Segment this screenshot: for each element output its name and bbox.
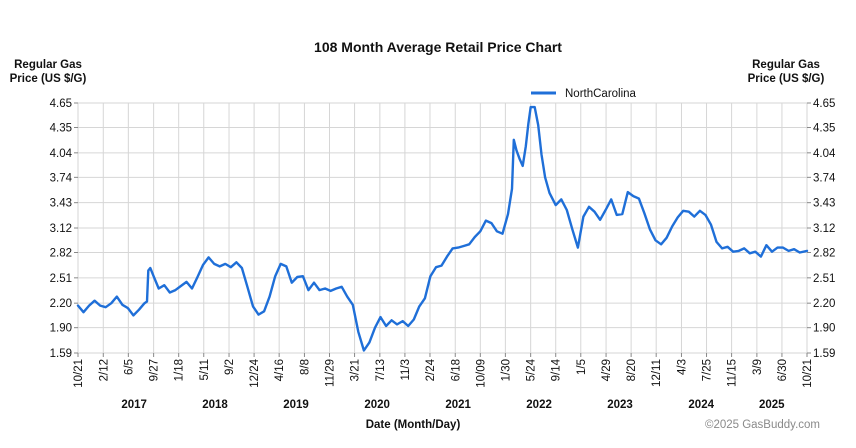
x-tick-label: 9/14 — [551, 358, 563, 381]
y-tick-label-left: 2.82 — [50, 248, 72, 260]
y-ticks-left: 1.59 1.90 2.20 2.51 2.82 3.12 3.43 3.74 4.04 4.35… — [50, 98, 78, 360]
x-tick-label: 10/09 — [475, 359, 487, 388]
x-tick-label: 4/16 — [274, 359, 286, 381]
x-tick-label: 3/9 — [752, 359, 764, 375]
x-tick-label: 10/21 — [73, 359, 85, 388]
chart-title: 108 Month Average Retail Price Chart — [314, 39, 562, 55]
gridlines — [77, 102, 808, 354]
x-tick-label: 6/30 — [777, 359, 789, 381]
year-label: 2019 — [283, 399, 309, 411]
x-tick-label: 3/21 — [350, 359, 362, 381]
y-tick-label-left: 1.59 — [50, 348, 72, 360]
x-axis-label: Date (Month/Day) — [366, 419, 461, 431]
x-ticks: 10/21 2/12 6/5 9/27 1/18 5/11 9/2 12/24 4/16 8/8 1… — [73, 353, 814, 388]
x-tick-label: 7/25 — [702, 359, 714, 381]
plot-area — [76, 102, 809, 354]
x-tick-label: 4/3 — [676, 359, 688, 375]
x-tick-label: 6/5 — [123, 359, 135, 375]
y-tick-label-left: 4.35 — [50, 123, 72, 135]
y-tick-label-right: 4.65 — [813, 98, 835, 110]
y-tick-label-right: 3.12 — [813, 223, 835, 235]
y-axis-label-right: Regular Gas Price (US $/G) — [748, 59, 825, 85]
x-tick-label: 9/2 — [224, 359, 236, 375]
year-label: 2017 — [121, 399, 147, 411]
y-tick-label-left: 3.12 — [50, 223, 72, 235]
x-tick-label: 10/21 — [802, 359, 814, 388]
x-tick-label: 5/11 — [199, 359, 211, 381]
y-tick-label-right: 1.59 — [813, 348, 835, 360]
y-tick-label-right: 4.04 — [813, 148, 836, 160]
x-tick-label: 7/13 — [375, 359, 387, 381]
year-label: 2022 — [526, 399, 552, 411]
y-tick-label-right: 3.43 — [813, 198, 835, 210]
x-tick-label: 11/3 — [400, 359, 412, 381]
y-axis-label-left: Regular Gas Price (US $/G) — [10, 59, 87, 85]
y-tick-label-right: 4.35 — [813, 123, 835, 135]
x-tick-label: 1/18 — [174, 359, 186, 381]
legend: NorthCarolina — [531, 88, 637, 100]
x-tick-label: 11/15 — [727, 359, 739, 387]
year-label: 2024 — [688, 399, 714, 411]
y-ticks-right: 1.59 1.90 2.20 2.51 2.82 3.12 3.43 3.74 4.04 4.35… — [807, 98, 836, 360]
y-tick-label-right: 2.51 — [813, 273, 835, 285]
series-line-northcarolina — [76, 105, 809, 352]
y-tick-label-right: 2.20 — [813, 298, 835, 310]
x-tick-label: 4/29 — [601, 359, 613, 381]
copyright: ©2025 GasBuddy.com — [705, 419, 820, 431]
x-tick-label: 6/18 — [450, 359, 462, 381]
year-label: 2021 — [445, 399, 471, 411]
y-tick-label-left: 2.20 — [50, 298, 72, 310]
x-tick-label: 9/27 — [149, 359, 161, 381]
x-tick-label: 11/29 — [325, 359, 337, 387]
x-tick-label: 2/12 — [98, 359, 110, 381]
year-label: 2023 — [607, 399, 633, 411]
year-label: 2020 — [364, 399, 390, 411]
x-tick-label: 8/20 — [626, 359, 638, 381]
y-tick-label-left: 4.04 — [50, 148, 73, 160]
x-tick-label: 5/24 — [526, 358, 538, 381]
x-tick-label: 8/8 — [299, 359, 311, 375]
y-tick-label-left: 2.51 — [50, 273, 72, 285]
y-tick-label-left: 3.43 — [50, 198, 72, 210]
x-tick-label: 1/30 — [500, 359, 512, 381]
y-tick-label-left: 1.90 — [50, 323, 72, 335]
y-tick-label-left: 4.65 — [50, 98, 72, 110]
x-tick-label: 1/5 — [576, 359, 588, 375]
year-label: 2018 — [202, 399, 228, 411]
y-tick-label-right: 2.82 — [813, 248, 835, 260]
x-tick-label: 12/24 — [249, 358, 261, 387]
year-labels: 2017 2018 2019 2020 2021 2022 2023 2024 2025 — [121, 399, 785, 411]
series-layer — [76, 105, 809, 352]
y-tick-label-right: 3.74 — [813, 172, 836, 184]
legend-label-northcarolina: NorthCarolina — [565, 88, 637, 100]
y-tick-label-left: 3.74 — [50, 172, 73, 184]
x-tick-label: 2/24 — [425, 358, 437, 381]
x-tick-label: 12/11 — [651, 359, 663, 387]
y-tick-label-right: 1.90 — [813, 323, 835, 335]
year-label: 2025 — [759, 399, 785, 411]
